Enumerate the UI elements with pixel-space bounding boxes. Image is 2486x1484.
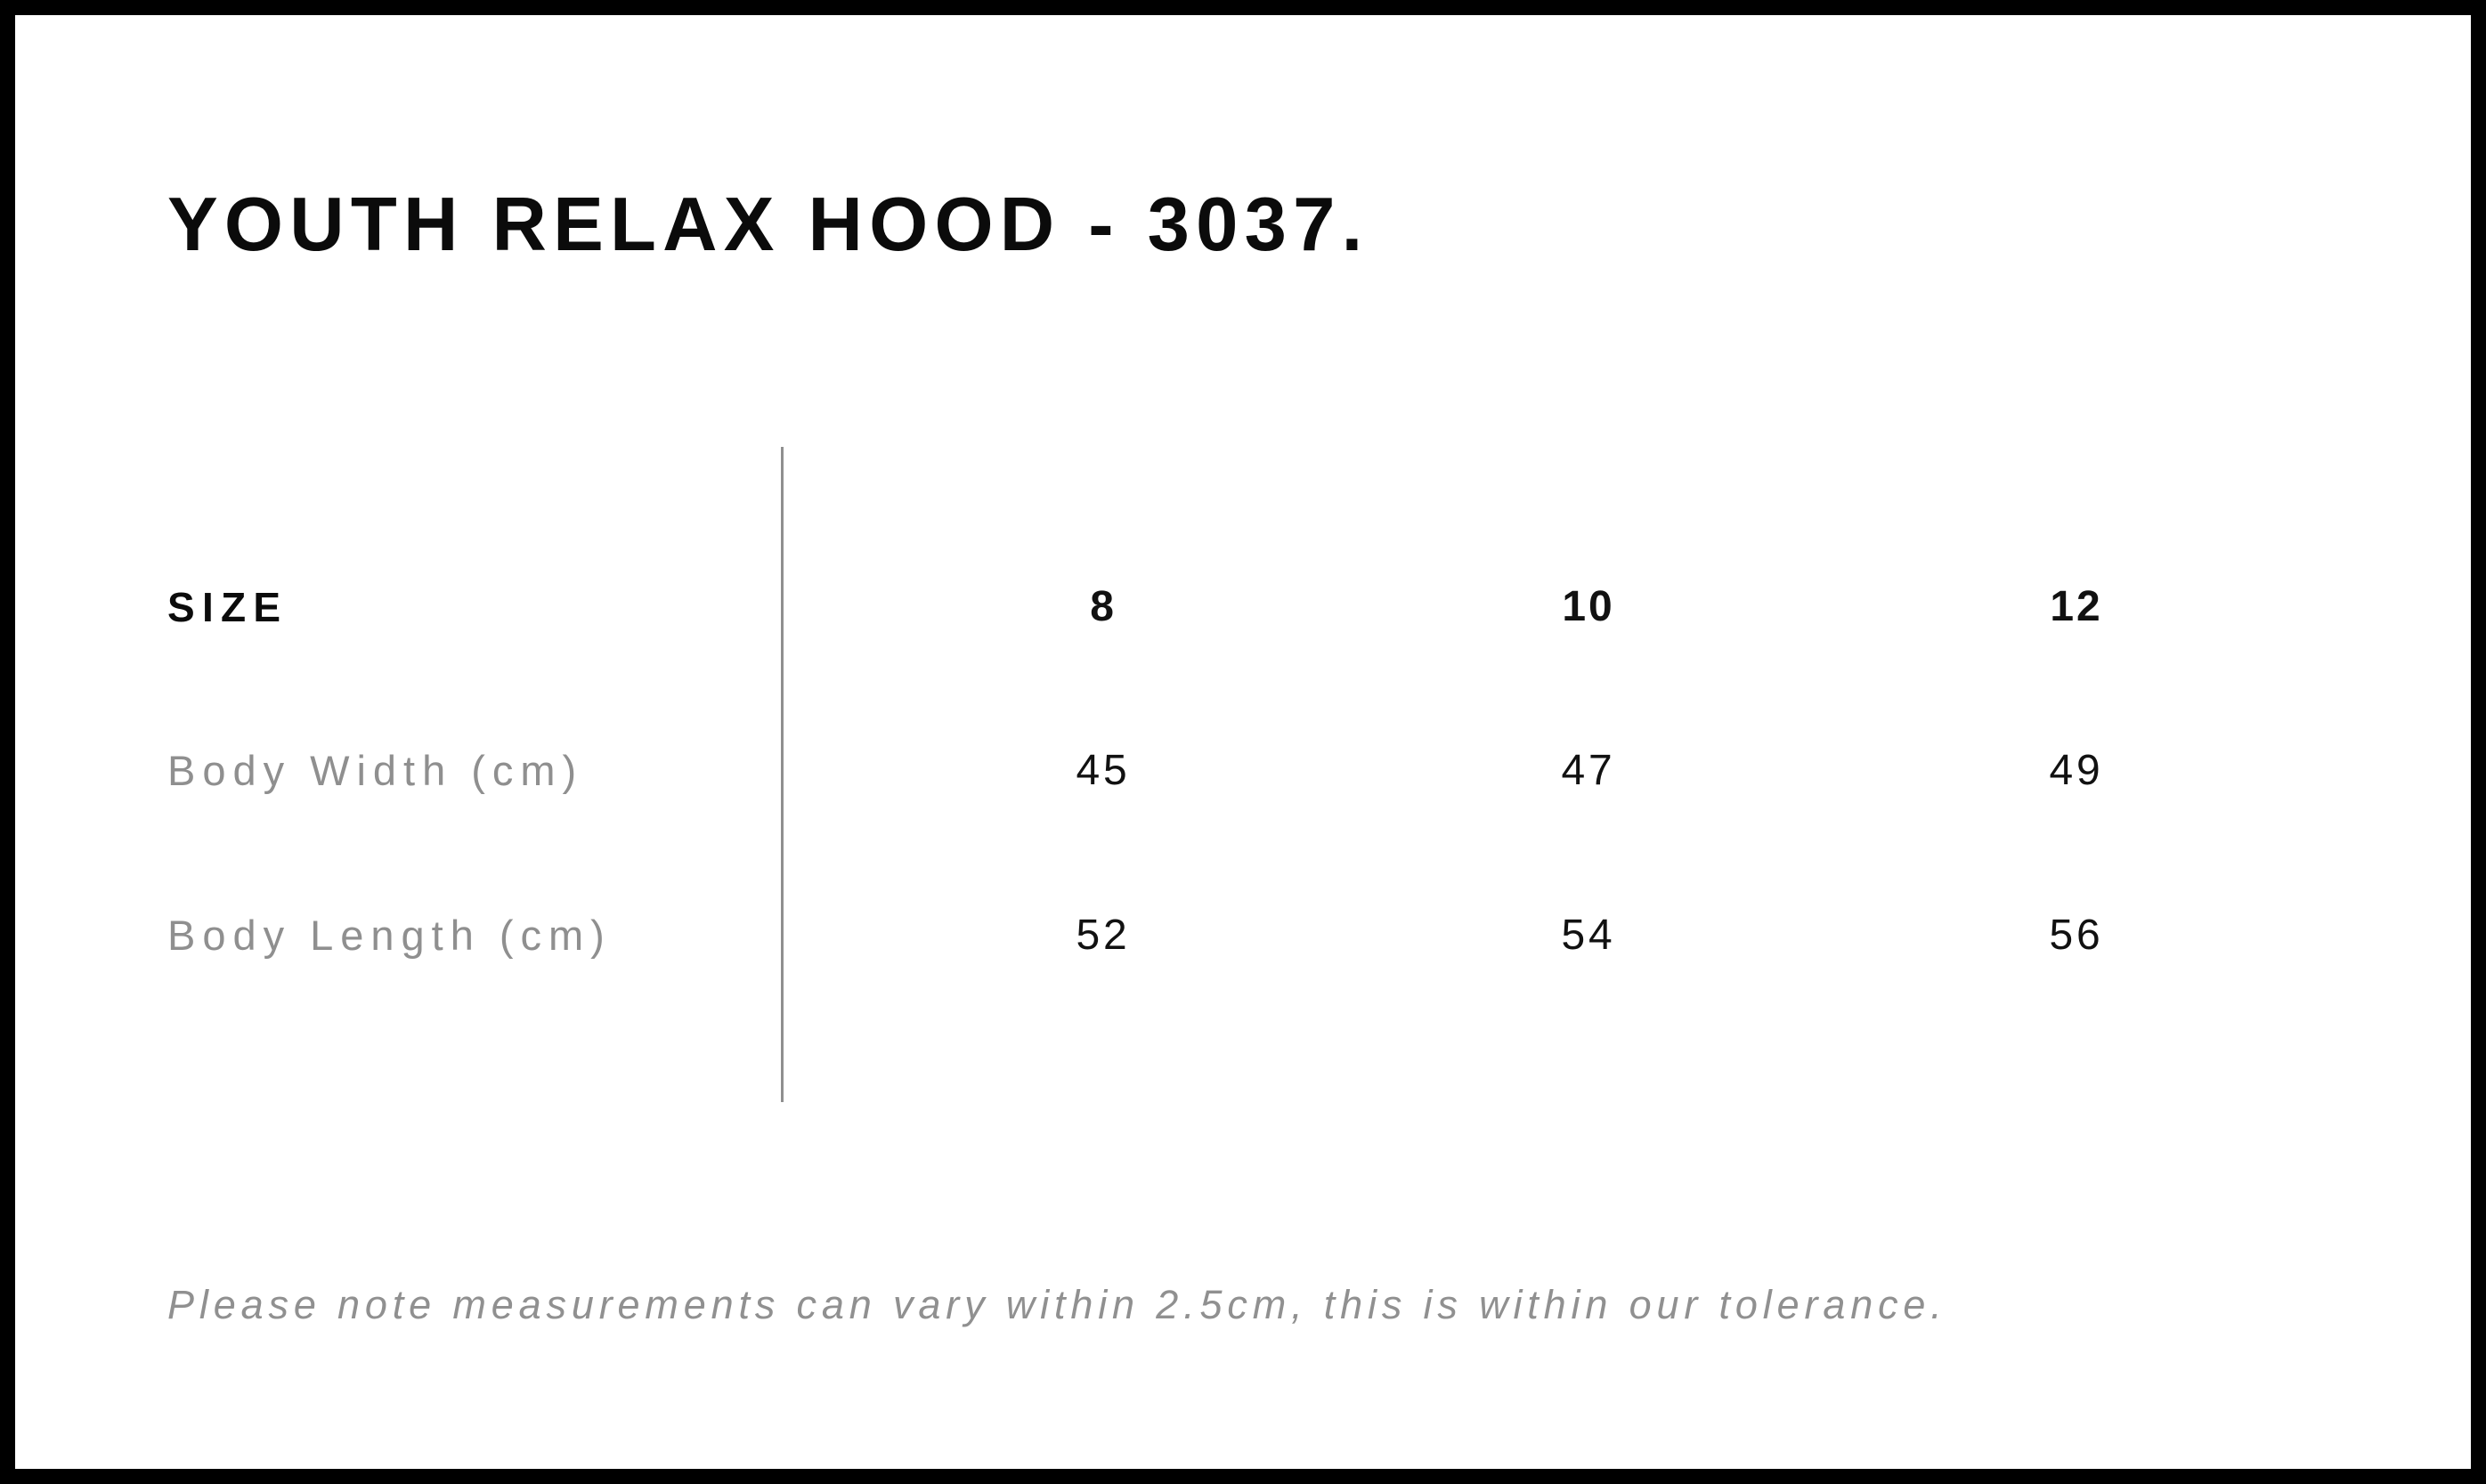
body-width-size-8-value: 45 — [1076, 747, 1131, 794]
size-8-header: 8 — [1090, 583, 1117, 630]
tolerance-note: Please note measurements can vary within… — [167, 1282, 1947, 1327]
size-10-header: 10 — [1562, 583, 1615, 630]
page-title: YOUTH RELAX HOOD - 3037. — [167, 182, 1369, 267]
body-length-size-8-value: 52 — [1076, 912, 1131, 959]
body-length-size-10-value: 54 — [1561, 912, 1616, 959]
table-header-row: SIZE 8 10 12 — [15, 579, 2471, 636]
table-row-body-width: Body Width (cm) 45 47 49 — [15, 742, 2471, 799]
table-row-body-length: Body Length (cm) 52 54 56 — [15, 907, 2471, 964]
size-column-header: SIZE — [167, 584, 288, 630]
body-width-size-10-value: 47 — [1561, 747, 1616, 794]
body-width-size-12-value: 49 — [2049, 747, 2104, 794]
body-length-label: Body Length (cm) — [167, 912, 612, 959]
size-12-header: 12 — [2050, 583, 2103, 630]
table-divider-line — [781, 447, 784, 1102]
body-length-size-12-value: 56 — [2049, 912, 2104, 959]
body-width-label: Body Width (cm) — [167, 747, 584, 794]
